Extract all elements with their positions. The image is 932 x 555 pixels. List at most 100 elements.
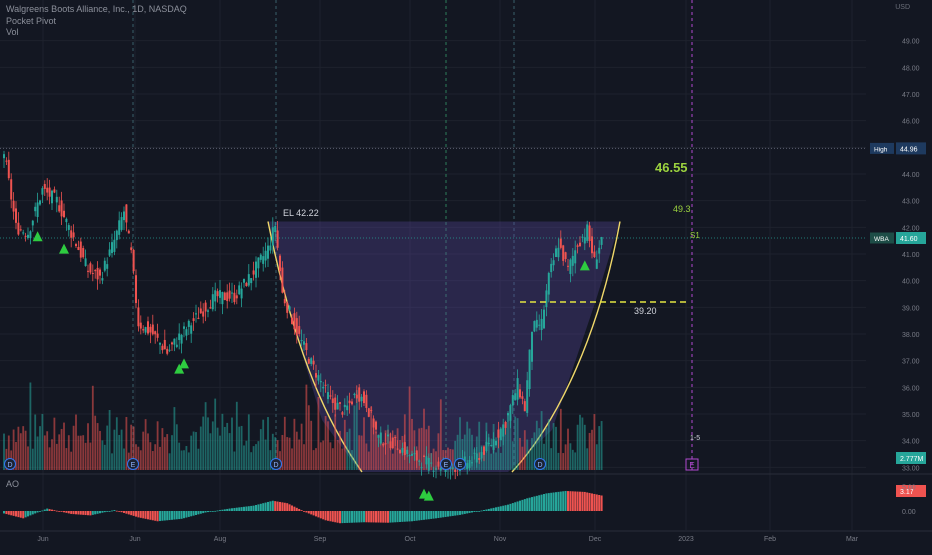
ao-bar [327,511,329,521]
ao-bar [199,511,202,514]
ao-bar [463,511,466,514]
ao-bar [557,491,560,511]
volume-bar [327,421,329,470]
ao-bar [187,511,190,517]
candle-body [142,329,145,331]
time-tick-label: Oct [405,536,416,543]
candle-body [403,442,406,456]
indicator-volume[interactable]: Vol [6,27,19,37]
event-marker: D [270,458,282,470]
ao-bar [358,511,361,523]
ao-bar [303,511,305,512]
volume-bar [77,435,80,470]
volume-bar [298,439,301,470]
volume-bar [226,422,229,470]
candle-body [255,261,257,278]
volume-bar [154,444,157,470]
ao-bar [600,495,603,511]
ao-bar [533,496,536,511]
ao-bar [454,511,457,516]
ao-bar [281,502,284,511]
volume-bar [552,423,555,470]
price-tag-value: 41.60 [900,236,918,243]
ao-bar [564,490,567,511]
candle-body [209,307,212,309]
volume-bar [555,426,557,470]
candle-body [497,429,500,438]
ao-bar [391,511,394,523]
ao-bar [562,491,565,511]
candle-body [355,394,358,399]
volume-bar [274,437,277,470]
volume-bar [355,390,358,470]
indicator-ao[interactable]: AO [6,479,20,489]
volume-bar [387,429,389,470]
candle-body [195,313,197,315]
candle-body [31,220,34,226]
candle-body [34,206,37,212]
candle-body [567,265,569,267]
volume-bar [243,445,245,470]
volume-bar [19,433,22,470]
candle-body [7,159,10,179]
candle-body [147,321,149,334]
volume-bar [339,430,341,470]
ao-bar [223,509,226,511]
ao-bar [461,511,464,515]
volume-bar [276,440,279,470]
price-tick-label: 40.00 [902,279,920,286]
candle-body [502,424,505,437]
volume-bar [15,442,17,470]
indicator-pocket-pivot[interactable]: Pocket Pivot [6,16,57,26]
candle-body [598,247,601,254]
ao-bar [151,511,154,521]
ao-bar [439,511,442,518]
candle-body [533,321,536,332]
ao-bar [267,501,269,511]
volume-bar [495,452,497,470]
price-tag-value: 2.777M [900,456,924,463]
candle-body [233,292,236,303]
volume-bar [358,435,361,470]
ao-bar [149,511,152,520]
volume-bar [63,422,65,470]
volume-bar [103,444,106,470]
candle-body [223,292,226,301]
volume-bar [17,426,20,470]
candle-body [89,263,92,273]
candle-body [139,322,142,329]
candle-body [430,462,433,464]
candle-body [259,254,262,260]
candle-body [295,318,298,336]
volume-bar [324,415,327,470]
volume-bar [600,421,603,470]
candle-body [10,179,13,200]
volume-bar [240,425,243,470]
price-tag-label: WBA [874,236,889,243]
ao-bar [279,501,281,511]
event-marker-text: E [131,462,136,469]
candle-body [507,413,509,416]
candle-body [286,302,289,313]
e-box: E [685,458,699,471]
volume-bar [91,385,94,470]
target-small-label: 49.3 [673,204,691,214]
ao-bar [331,511,334,522]
candle-body [183,326,185,329]
ao-bar [291,505,293,511]
el-label: EL 42.22 [283,208,319,218]
volume-bar [130,424,133,470]
ao-bar [173,511,176,520]
volume-bar [171,435,173,470]
ao-bar [147,511,149,520]
candle-body [267,245,269,259]
ao-bar [447,511,449,517]
candle-body [399,449,401,454]
candle-body [379,432,382,444]
candle-body [375,421,377,430]
ao-bar [276,501,279,511]
volume-bar [547,419,550,470]
ao-bar [300,510,303,511]
